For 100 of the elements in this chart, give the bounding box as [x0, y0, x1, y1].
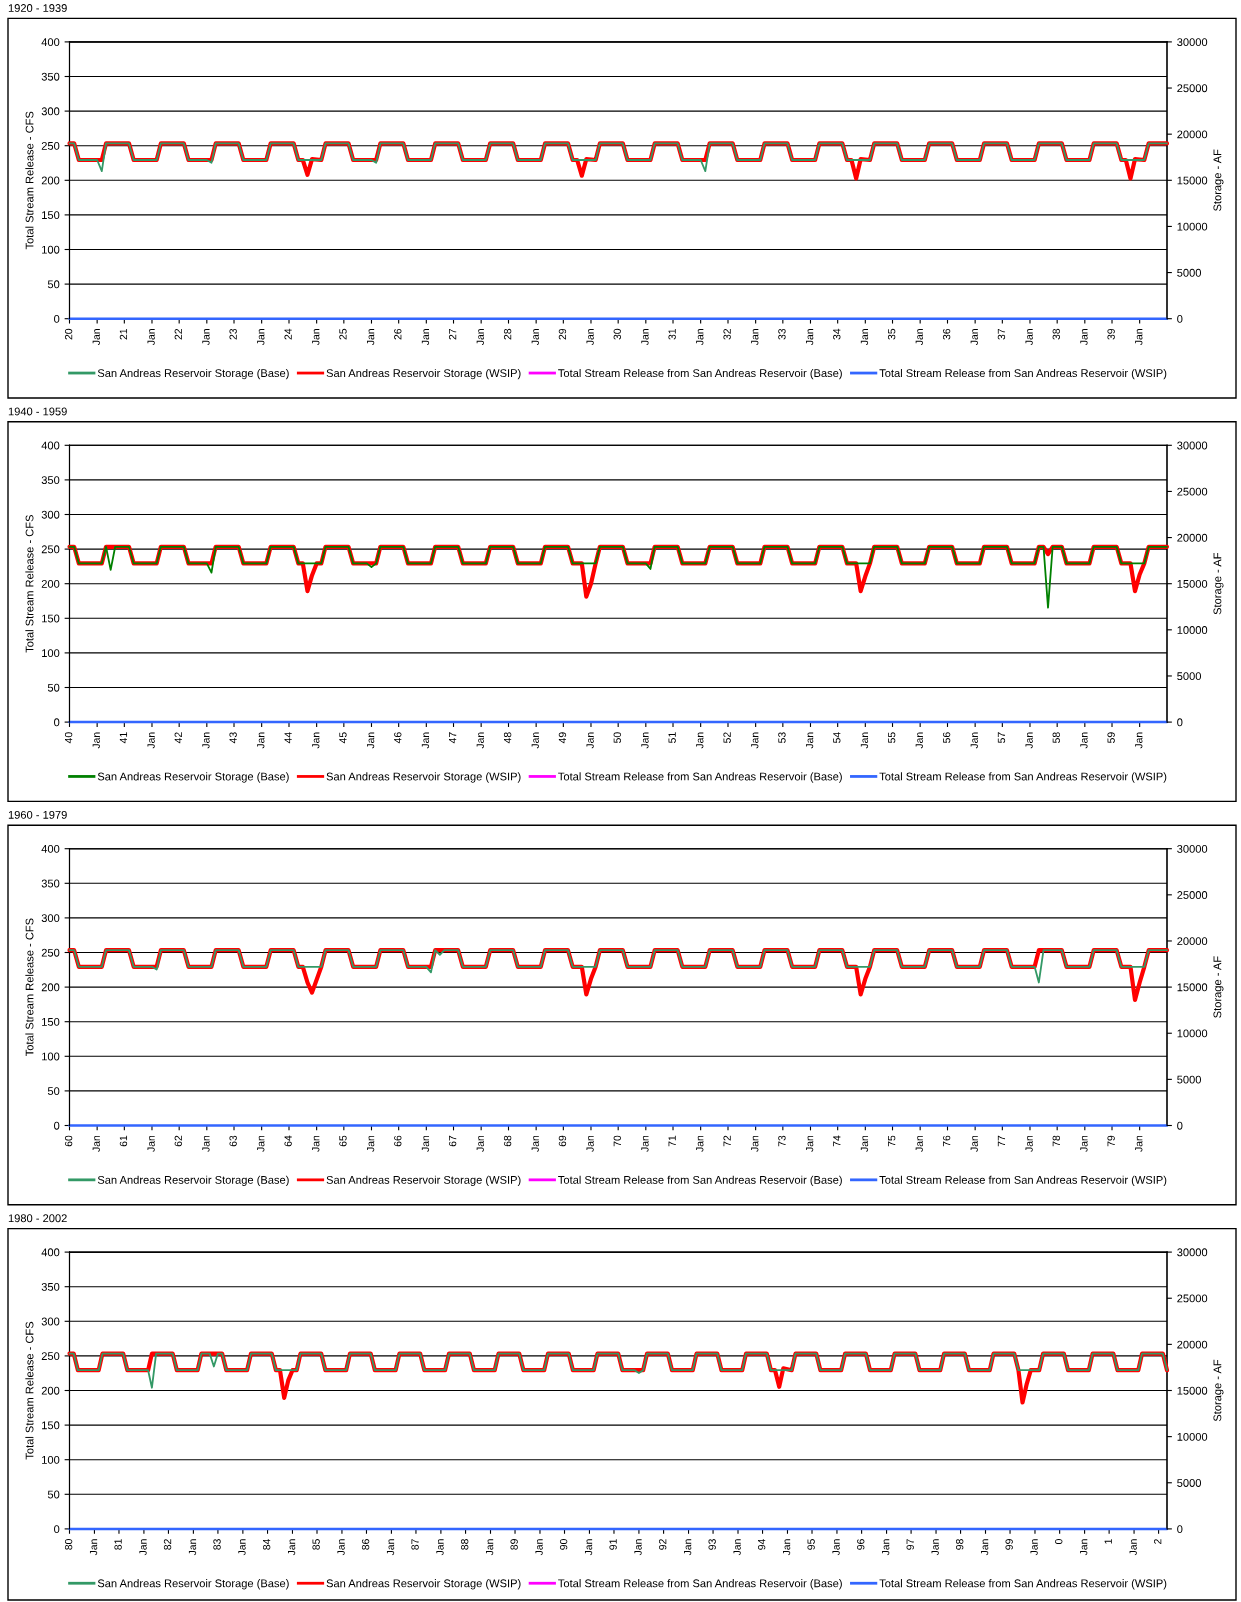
x-tick-label: 47 [449, 732, 457, 744]
x-tick-label: Jan [486, 1539, 494, 1556]
y-tick-label: 200 [41, 983, 60, 992]
x-tick-label: 68 [503, 1135, 512, 1147]
chart-title: 1960 - 1979 [8, 810, 67, 819]
x-tick-label: 51 [668, 732, 676, 743]
x-tick-label: Jan [238, 1539, 246, 1556]
legend-label: Total Stream Release from San Andreas Reservoir (WSIP) [879, 772, 1167, 783]
y-tick-label: 150 [42, 211, 60, 220]
x-tick-label: 44 [284, 732, 292, 744]
y2-axis-title: Storage - AF [1213, 552, 1224, 615]
y-tick-label: 200 [41, 579, 60, 588]
x-tick-label: 39 [1107, 328, 1115, 340]
x-tick-label: 75 [888, 1135, 896, 1147]
x-tick-label: 20 [64, 328, 73, 340]
y2-tick-label: 25000 [1177, 891, 1208, 899]
y2-tick-label: 0 [1177, 314, 1183, 323]
legend-label: Total Stream Release from San Andreas Reservoir (Base) [558, 772, 842, 783]
y2-tick-label: 20000 [1177, 1340, 1208, 1349]
x-tick-label: 77 [997, 1135, 1006, 1147]
x-tick-label: 49 [558, 732, 567, 744]
x-tick-label: 58 [1052, 732, 1060, 743]
y-tick-label: 350 [41, 1282, 60, 1291]
legend-label: San Andreas Reservoir Storage (Base) [97, 1175, 289, 1187]
y2-tick-label: 5000 [1177, 1479, 1202, 1487]
y-tick-label: 200 [41, 176, 60, 185]
y2-tick-label: 15000 [1177, 1386, 1208, 1395]
x-tick-label: 66 [394, 1135, 402, 1147]
x-tick-label: Jan [751, 329, 759, 346]
y-tick-label: 400 [41, 844, 60, 853]
x-tick-label: 70 [613, 1135, 621, 1147]
legend-label: San Andreas Reservoir Storage (WSIP) [326, 368, 521, 380]
x-tick-label: 30 [613, 328, 621, 340]
x-tick-label: 36 [942, 328, 951, 340]
x-tick-label: Jan [981, 1539, 989, 1556]
x-tick-label: 43 [229, 732, 237, 744]
legend-label: San Andreas Reservoir Storage (Base) [97, 772, 289, 783]
x-tick-label: Jan [783, 1539, 791, 1556]
y2-tick-label: 5000 [1177, 268, 1202, 277]
y-tick-label: 0 [54, 1121, 60, 1130]
y-tick-label: 300 [41, 1317, 60, 1326]
x-tick-label: Jan [476, 329, 484, 346]
y2-tick-label: 5000 [1177, 672, 1202, 681]
x-tick-label: 67 [448, 1135, 457, 1147]
x-tick-label: 27 [448, 328, 457, 340]
legend-label: Total Stream Release from San Andreas Reservoir (WSIP) [879, 1579, 1167, 1590]
x-tick-label: 94 [757, 1538, 766, 1550]
x-tick-label: Jan [535, 1539, 543, 1556]
x-tick-label: Jan [860, 732, 869, 749]
x-tick-label: Jan [806, 329, 814, 346]
x-tick-label: 61 [119, 1135, 128, 1147]
x-tick-label: 90 [559, 1539, 568, 1550]
x-tick-label: 37 [997, 328, 1006, 340]
x-tick-label: 48 [503, 732, 512, 744]
x-tick-label: 24 [284, 328, 292, 340]
y-tick-label: 50 [47, 1087, 60, 1096]
x-tick-label: Jan [531, 732, 539, 749]
y-tick-label: 350 [41, 72, 60, 81]
x-tick-label: Jan [806, 732, 814, 749]
y-tick-label: 100 [42, 649, 60, 658]
x-tick-label: Jan [970, 1135, 978, 1152]
x-tick-label: Jan [882, 1539, 890, 1556]
x-tick-label: Jan [147, 329, 155, 346]
x-tick-label: 53 [778, 732, 786, 743]
x-tick-label: 1 [1104, 1539, 1112, 1544]
x-tick-label: 96 [857, 1539, 865, 1550]
x-tick-label: 28 [503, 328, 512, 340]
y-tick-label: 350 [41, 476, 60, 485]
x-tick-label: 21 [119, 328, 128, 340]
y2-tick-label: 30000 [1177, 441, 1208, 450]
x-tick-label: 59 [1107, 732, 1115, 743]
chart-title: 1940 - 1959 [8, 407, 67, 416]
y2-tick-label: 15000 [1177, 983, 1208, 992]
x-tick-label: 42 [174, 732, 182, 744]
x-tick-label: 76 [942, 1135, 951, 1147]
y2-tick-label: 15000 [1177, 176, 1208, 185]
y2-tick-label: 10000 [1177, 1432, 1208, 1441]
y-tick-label: 100 [42, 1455, 60, 1464]
x-tick-label: 99 [1005, 1539, 1013, 1550]
x-tick-label: Jan [696, 329, 704, 346]
y-tick-label: 0 [54, 1525, 60, 1534]
x-tick-label: Jan [312, 329, 320, 346]
x-tick-label: 92 [659, 1539, 667, 1550]
x-tick-label: Jan [696, 1135, 704, 1152]
x-tick-label: Jan [92, 1135, 100, 1152]
y2-tick-label: 10000 [1177, 626, 1208, 634]
x-tick-label: 57 [997, 732, 1006, 743]
x-tick-label: 0 [1055, 1539, 1063, 1545]
y2-tick-label: 20000 [1177, 533, 1208, 542]
x-tick-label: 41 [119, 732, 128, 744]
y2-tick-label: 0 [1177, 1121, 1183, 1130]
y-tick-label: 300 [41, 510, 60, 519]
x-tick-label: 84 [262, 1538, 271, 1550]
x-tick-label: 60 [64, 1135, 73, 1147]
x-tick-label: 93 [708, 1539, 716, 1550]
y-axis-title: Total Stream Release - CFS [25, 1321, 34, 1460]
y-tick-label: 50 [47, 683, 60, 692]
chart-title: 1920 - 1939 [8, 4, 67, 12]
x-tick-label: 40 [64, 732, 73, 744]
y-tick-label: 100 [42, 245, 60, 254]
